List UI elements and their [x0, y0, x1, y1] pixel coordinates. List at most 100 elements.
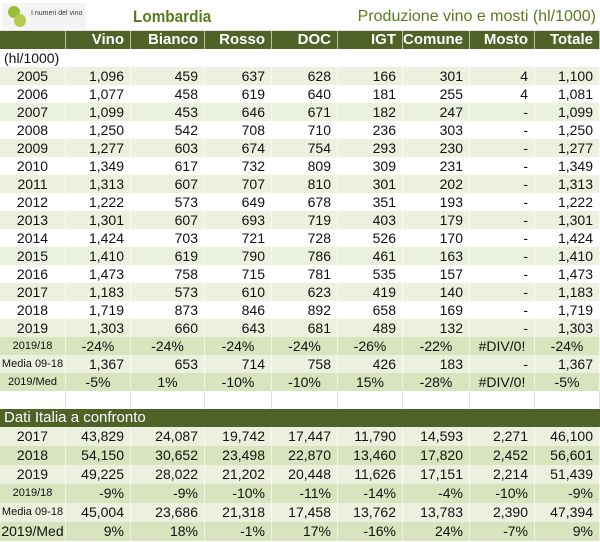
cell: - — [470, 355, 535, 373]
cell: 892 — [272, 301, 338, 319]
cell: 607 — [131, 175, 205, 193]
cell: Comune — [403, 31, 470, 49]
row-label: 2013 — [0, 211, 66, 229]
cell: 4 — [470, 85, 535, 103]
cell: 1,349 — [66, 157, 131, 175]
cell: Totale — [535, 31, 600, 49]
cell: 715 — [205, 265, 272, 283]
cell: 351 — [338, 193, 403, 211]
cell: 1,301 — [535, 211, 600, 229]
cell: 786 — [272, 247, 338, 265]
cell: 18% — [131, 522, 205, 541]
cell: 810 — [272, 175, 338, 193]
row-label — [0, 31, 66, 49]
cell: 24,087 — [131, 427, 205, 446]
cell — [470, 391, 535, 409]
italy-row: 2017 43,829 24,087 19,742 17,447 11,790 14,593… — [0, 427, 600, 446]
cell: 1,183 — [66, 283, 131, 301]
cell: -5% — [535, 373, 600, 391]
row-label: 2016 — [0, 265, 66, 283]
cell: 643 — [205, 319, 272, 337]
cell: 132 — [403, 319, 470, 337]
cell: 1,222 — [66, 193, 131, 211]
cell: 732 — [205, 157, 272, 175]
cell: 56,601 — [535, 446, 600, 465]
cell: -24% — [205, 337, 272, 355]
cell: 20,448 — [272, 465, 338, 484]
cell: -26% — [338, 337, 403, 355]
cell: - — [470, 121, 535, 139]
cell: -11% — [272, 484, 338, 503]
italy-section-header: Dati Italia a confronto — [0, 409, 600, 427]
row-label: 2014 — [0, 229, 66, 247]
cell: -24% — [272, 337, 338, 355]
cell — [338, 391, 403, 409]
cell: 754 — [272, 139, 338, 157]
cell: 623 — [272, 283, 338, 301]
cell: 157 — [403, 265, 470, 283]
cell: 617 — [131, 157, 205, 175]
cell: 54,150 — [66, 446, 131, 465]
cell: 21,202 — [205, 465, 272, 484]
cell: 1,303 — [66, 319, 131, 337]
cell: 1,099 — [66, 103, 131, 121]
cell: DOC — [272, 31, 338, 49]
title-bar: I numeri del vino Lombardia Produzione v… — [0, 0, 600, 31]
row-label: 2007 — [0, 103, 66, 121]
summary-row: 2019/18 -24% -24% -24% -24% -26% -22% #DIV/0! -2… — [0, 337, 600, 355]
cell: 526 — [338, 229, 403, 247]
cell: #DIV/0! — [470, 337, 535, 355]
italy-row: 2019/Med 9% 18% -1% 17% -16% 24% -7% 9% — [0, 522, 600, 541]
cell: 461 — [338, 247, 403, 265]
cell: 535 — [338, 265, 403, 283]
blank-row — [0, 391, 600, 409]
cell: 309 — [338, 157, 403, 175]
cell: 247 — [403, 103, 470, 121]
cell: 1,183 — [535, 283, 600, 301]
row-label: 2011 — [0, 175, 66, 193]
cell: 17% — [272, 522, 338, 541]
row-label: 2009 — [0, 139, 66, 157]
cell: - — [470, 319, 535, 337]
cell — [66, 391, 131, 409]
cell: 1,410 — [66, 247, 131, 265]
cell: 293 — [338, 139, 403, 157]
cell: -10% — [470, 484, 535, 503]
cell: 1,096 — [66, 67, 131, 85]
cell: - — [470, 175, 535, 193]
cell: 640 — [272, 85, 338, 103]
cell: - — [470, 247, 535, 265]
page-title: Lombardia — [133, 7, 212, 26]
table-row: 2005 1,096 459 637 628 166 301 4 1,100 — [0, 67, 600, 85]
cell: 681 — [272, 319, 338, 337]
cell: -24% — [535, 337, 600, 355]
cell: 1,250 — [535, 121, 600, 139]
cell: 403 — [338, 211, 403, 229]
unit-row: (hl/1000) — [0, 49, 600, 67]
table-row: 2016 1,473 758 715 781 535 157-1,473 — [0, 265, 600, 283]
cell: 790 — [205, 247, 272, 265]
cell: 183 — [403, 355, 470, 373]
row-label: (hl/1000) — [0, 49, 100, 67]
cell: 202 — [403, 175, 470, 193]
cell: -10% — [205, 373, 272, 391]
cell: -24% — [66, 337, 131, 355]
italy-row: Media 09-18 45,004 23,686 21,318 17,458 13,76… — [0, 503, 600, 522]
cell: 426 — [338, 355, 403, 373]
cell: 610 — [205, 283, 272, 301]
cell: 30,652 — [131, 446, 205, 465]
cell: -4% — [403, 484, 470, 503]
cell: #DIV/0! — [470, 373, 535, 391]
cell: -28% — [403, 373, 470, 391]
cell: 603 — [131, 139, 205, 157]
cell: -9% — [131, 484, 205, 503]
cell: 47,394 — [535, 503, 600, 522]
cell: 46,100 — [535, 427, 600, 446]
cell: - — [470, 211, 535, 229]
table-row: 2018 1,719 873 846 892 658 169-1,719 — [0, 301, 600, 319]
cell: 236 — [338, 121, 403, 139]
cell: 628 — [272, 67, 338, 85]
cell: 758 — [131, 265, 205, 283]
row-label: 2017 — [0, 283, 66, 301]
cell: - — [470, 265, 535, 283]
